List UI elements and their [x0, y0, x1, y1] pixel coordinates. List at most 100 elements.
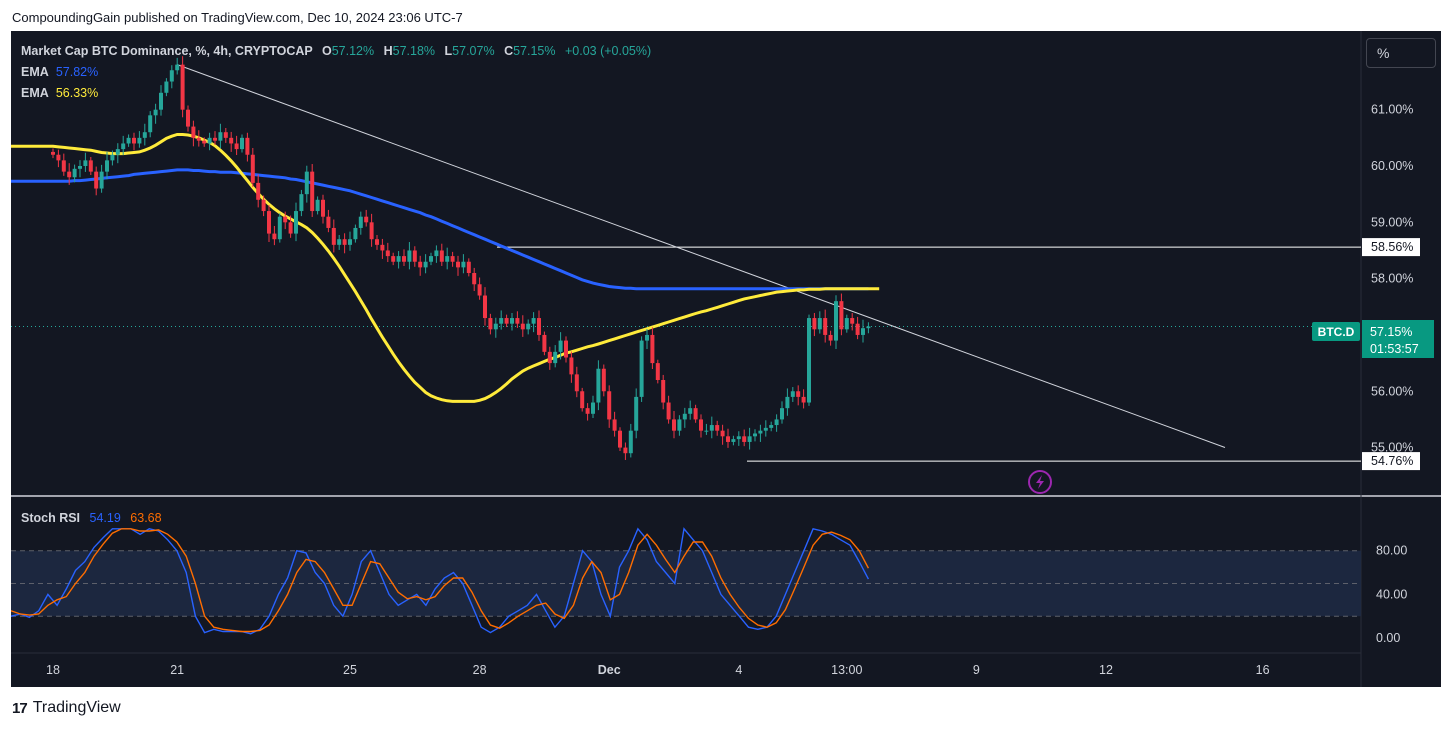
candle-body — [418, 261, 423, 268]
candle-down — [580, 387, 585, 412]
tradingview-logo-text: TradingView — [32, 699, 121, 716]
candle-down — [331, 219, 336, 253]
candle-body — [742, 436, 747, 442]
candle-up — [634, 388, 639, 439]
candle-body — [726, 436, 730, 442]
candle-down — [850, 312, 855, 331]
candle-down — [661, 374, 666, 410]
time-tick-label: 4 — [735, 663, 742, 677]
horizontal-levels: 58.56% 54.76% — [11, 238, 1420, 471]
candle-down — [564, 336, 568, 363]
candle-body — [115, 149, 120, 155]
candle-up — [115, 143, 120, 164]
candle-up — [861, 319, 865, 343]
legend-symbol-text: Market Cap BTC Dominance, %, 4h, CRYPTOC… — [21, 44, 313, 58]
candle-body — [434, 250, 439, 257]
candle-up — [526, 319, 531, 335]
candle-body — [148, 115, 153, 133]
candle-body — [164, 81, 169, 93]
candle-body — [526, 323, 531, 330]
candle-down — [601, 364, 606, 397]
candle-down — [801, 389, 806, 409]
candle-body — [240, 137, 244, 150]
candle-down — [504, 314, 509, 328]
candle-down — [655, 359, 660, 384]
candle-body — [412, 250, 417, 262]
candle-body — [504, 318, 509, 324]
candle-down — [310, 164, 315, 217]
candle-up — [142, 123, 147, 146]
candle-down — [132, 132, 136, 151]
lightning-icon[interactable] — [1028, 470, 1052, 494]
candle-body — [666, 402, 671, 420]
level-label: 58.56% — [1371, 240, 1413, 254]
candle-down — [402, 249, 406, 266]
chart-frame[interactable]: 58.56%54.76% 55.00%56.00%57.00%58.00%59.… — [10, 31, 1441, 687]
candle-down — [477, 277, 482, 300]
candle-up — [126, 134, 131, 147]
candle-body — [477, 284, 482, 296]
candle-up — [817, 311, 822, 334]
candle-up — [461, 254, 466, 274]
ema-fast-line — [11, 133, 880, 403]
price-axis: 55.00%56.00%57.00%58.00%59.00%60.00%61.0… — [1371, 103, 1413, 455]
ema-fast-label: EMA — [21, 86, 49, 100]
candle-body — [861, 328, 865, 335]
candle-down — [456, 255, 460, 276]
candle-up — [628, 423, 633, 458]
ema-lines — [11, 133, 880, 403]
candle-body — [294, 211, 298, 234]
candle-up — [396, 251, 401, 269]
candle-up — [99, 164, 104, 193]
candle-body — [407, 250, 412, 262]
candle-body — [585, 408, 590, 414]
candle-body — [132, 137, 136, 144]
candle-body — [169, 70, 174, 82]
candle-down — [380, 238, 385, 259]
candle-body — [402, 256, 406, 262]
candle-down — [67, 163, 72, 185]
candle-body — [207, 137, 212, 144]
candle-body — [310, 171, 315, 212]
candle-down — [61, 153, 66, 176]
time-tick-label: 18 — [46, 663, 60, 677]
percent-scale-button[interactable]: % — [1366, 38, 1436, 68]
candle-down — [326, 209, 331, 233]
candle-body — [715, 425, 720, 431]
candle-body — [461, 261, 466, 268]
candle-up — [137, 131, 142, 148]
legend-o-value: 57.12% — [332, 44, 374, 58]
time-tick-label: 21 — [170, 663, 184, 677]
candle-down — [245, 132, 250, 162]
candle-body — [488, 318, 493, 330]
candle-up — [445, 247, 450, 270]
candle-down — [796, 385, 801, 406]
candle-up — [510, 312, 514, 331]
candle-body — [51, 151, 55, 155]
candle-body — [834, 301, 838, 341]
candle-up — [769, 421, 774, 432]
price-tick-label: 56.00% — [1371, 384, 1413, 398]
candle-body — [250, 154, 255, 183]
legend-ema-fast: EMA 56.33% — [21, 86, 98, 100]
candle-up — [499, 310, 504, 330]
tradingview-logo[interactable]: 17 TradingView — [12, 699, 121, 717]
candle-up — [121, 135, 126, 156]
candle-body — [780, 408, 784, 420]
legend-change: +0.03 (+0.05%) — [565, 44, 651, 58]
candle-body — [218, 132, 223, 141]
candle-body — [159, 92, 163, 110]
ema-fast-value: 56.33% — [56, 86, 98, 100]
chart-svg[interactable]: 58.56%54.76% 55.00%56.00%57.00%58.00%59.… — [10, 31, 1441, 687]
candle-body — [601, 368, 606, 392]
candles — [51, 56, 871, 460]
stoch-tick-label: 80.00 — [1376, 544, 1407, 558]
candle-body — [510, 318, 514, 324]
candle-up — [736, 431, 741, 446]
candle-up — [423, 254, 428, 274]
candle-body — [817, 318, 822, 330]
candle-body — [288, 222, 293, 234]
time-tick-label: 9 — [973, 663, 980, 677]
candle-body — [229, 137, 234, 144]
candle-down — [267, 205, 271, 243]
